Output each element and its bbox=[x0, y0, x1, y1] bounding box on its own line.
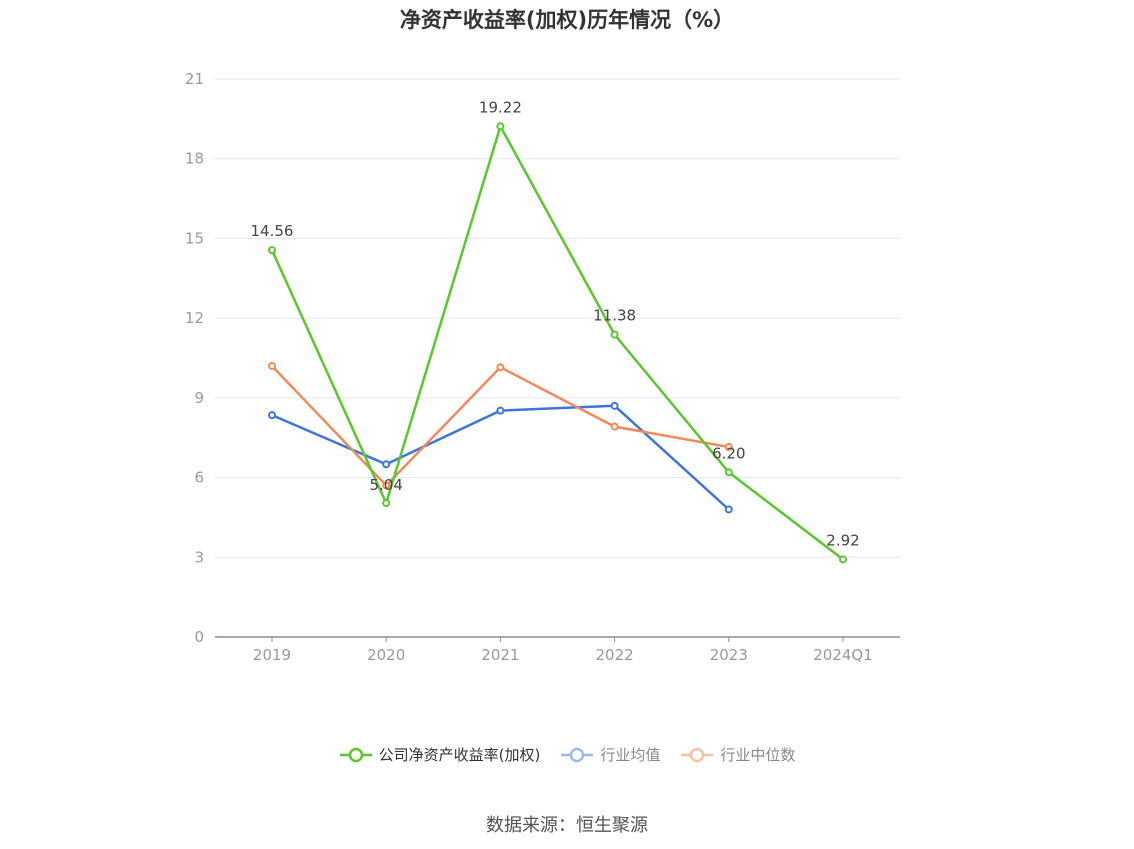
series-1-point-3 bbox=[610, 401, 619, 410]
legend-item-industry-median[interactable]: 行业中位数 bbox=[680, 744, 795, 765]
data-label-0: 14.56 bbox=[251, 222, 294, 240]
series-0-point-2 bbox=[496, 122, 505, 131]
legend-item-industry-mean[interactable]: 行业均值 bbox=[560, 744, 660, 765]
x-tick-label-3: 2022 bbox=[596, 646, 634, 664]
series-1-point-4 bbox=[724, 505, 733, 514]
y-tick-label-5: 15 bbox=[185, 229, 204, 247]
legend-marker-industry-median-icon bbox=[681, 747, 714, 762]
series-0-point-5 bbox=[839, 555, 847, 564]
series-2-point-2 bbox=[496, 363, 505, 372]
data-label-5: 2.92 bbox=[826, 531, 859, 549]
series-0-point-1 bbox=[382, 499, 391, 508]
legend-label-industry-median: 行业中位数 bbox=[720, 746, 796, 764]
series-1-point-2 bbox=[496, 406, 505, 415]
y-tick-label-7: 21 bbox=[185, 70, 204, 88]
data-label-3: 11.38 bbox=[593, 307, 636, 325]
series-1-point-1 bbox=[382, 460, 391, 469]
axes: 0 3 6 9 12 15 18 21 2019 2020 2021 2022 2023 2024Q1 bbox=[185, 70, 900, 664]
legend-marker-industry-mean-icon bbox=[561, 747, 594, 762]
series-2-point-1 bbox=[382, 481, 391, 490]
series-2-point-4 bbox=[724, 443, 733, 452]
series-0-point-4 bbox=[724, 468, 733, 477]
data-label-1: 5.04 bbox=[369, 476, 402, 494]
y-tick-label-3: 9 bbox=[194, 389, 204, 407]
y-tick-label-4: 12 bbox=[185, 309, 204, 327]
series-lines bbox=[268, 122, 847, 564]
legend-label-company: 公司净资产收益率(加权) bbox=[378, 746, 541, 764]
y-tick-label-2: 6 bbox=[194, 469, 204, 487]
x-tick-label-4: 2023 bbox=[710, 646, 748, 664]
series-line-2 bbox=[271, 365, 730, 487]
series-2-point-3 bbox=[610, 422, 619, 431]
data-labels: 14.56 5.04 19.22 11.38 6.20 2.92 bbox=[251, 98, 860, 549]
x-tick-label-5: 2024Q1 bbox=[813, 646, 873, 664]
legend-item-company[interactable]: 公司净资产收益率(加权) bbox=[339, 744, 541, 765]
y-tick-label-6: 18 bbox=[185, 150, 204, 168]
legend-label-industry-mean: 行业均值 bbox=[600, 746, 661, 764]
x-tick-label-2: 2021 bbox=[481, 646, 519, 664]
chart-title: 净资产收益率(加权)历年情况（%） bbox=[399, 8, 735, 32]
y-tick-label-1: 3 bbox=[194, 548, 204, 566]
data-label-2: 19.22 bbox=[479, 98, 522, 116]
series-1-point-0 bbox=[268, 411, 276, 420]
x-tick-label-0: 2019 bbox=[253, 646, 291, 664]
legend-marker-company-icon bbox=[339, 747, 372, 762]
data-source: 数据来源：恒生聚源 bbox=[486, 815, 648, 836]
legend: 公司净资产收益率(加权) 行业均值 行业中位数 bbox=[0, 744, 1134, 765]
series-0-point-3 bbox=[610, 330, 619, 339]
y-tick-label-0: 0 bbox=[194, 628, 204, 646]
data-label-4: 6.20 bbox=[712, 444, 745, 462]
series-line-1 bbox=[271, 404, 730, 511]
series-0-point-0 bbox=[268, 246, 276, 255]
x-tick-label-1: 2020 bbox=[367, 646, 405, 664]
grid-lines bbox=[215, 78, 900, 558]
series-2-point-0 bbox=[268, 361, 276, 370]
series-line-0 bbox=[270, 125, 844, 561]
